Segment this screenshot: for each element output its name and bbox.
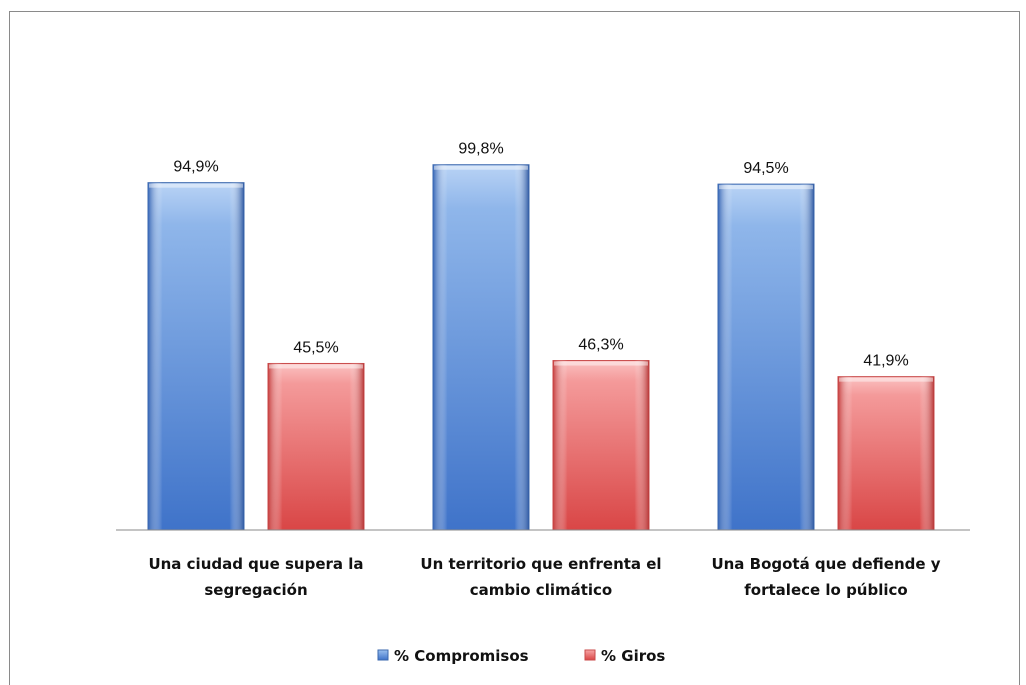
bar-highlight-1-1 xyxy=(554,361,648,366)
bar-highlight-1-0 xyxy=(269,364,363,369)
legend-label-1: % Giros xyxy=(601,647,665,665)
legend-label-0: % Compromisos xyxy=(394,647,529,665)
data-label-1-1: 46,3% xyxy=(578,337,623,354)
bar-highlight-0-2 xyxy=(719,185,813,190)
data-label-1-0: 45,5% xyxy=(293,339,338,356)
bar-shade-1-1 xyxy=(553,360,649,530)
legend-swatch-0 xyxy=(377,649,389,661)
labels-layer: 94,9% 45,5% Una ciudad que supera la segreg… xyxy=(148,141,940,599)
bar-shade-0-1 xyxy=(433,164,529,530)
bar-highlight-0-1 xyxy=(434,165,528,170)
data-label-0-1: 99,8% xyxy=(458,141,503,158)
data-label-0-0: 94,9% xyxy=(173,159,218,176)
legend: % Compromisos % Giros xyxy=(377,647,665,665)
bar-highlight-0-0 xyxy=(149,183,243,188)
x-tick-label-1-line-0: Un territorio que enfrenta el xyxy=(420,555,661,573)
x-tick-label-0-line-1: segregación xyxy=(204,581,307,599)
x-tick-label-2-line-0: Una Bogotá que defiende y xyxy=(711,555,940,573)
x-tick-label-0-line-0: Una ciudad que supera la xyxy=(148,555,363,573)
bars-layer xyxy=(147,164,935,531)
bar-shade-0-2 xyxy=(718,184,814,530)
bar-shade-1-2 xyxy=(838,376,934,530)
x-tick-label-1-line-1: cambio climático xyxy=(470,581,613,599)
bar-shade-1-0 xyxy=(268,363,364,530)
legend-swatch-1 xyxy=(584,649,596,661)
data-label-0-2: 94,5% xyxy=(743,160,788,177)
bar-highlight-1-2 xyxy=(839,377,933,382)
data-label-1-2: 41,9% xyxy=(863,353,908,370)
bar-shade-0-0 xyxy=(148,182,244,530)
x-tick-label-2-line-1: fortalece lo público xyxy=(744,581,907,599)
